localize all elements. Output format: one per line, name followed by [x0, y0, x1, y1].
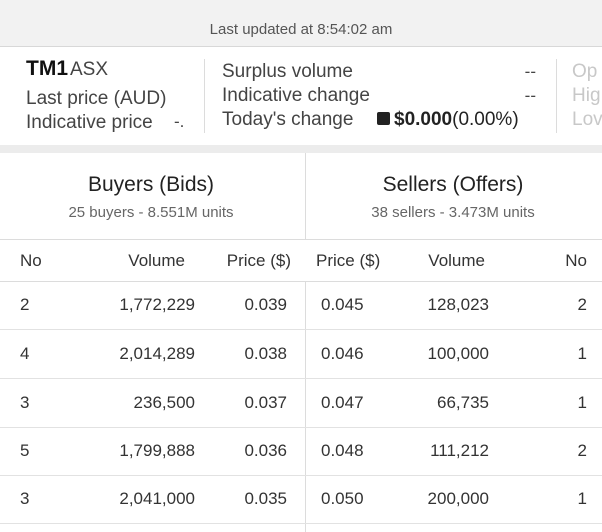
section-gap: [0, 145, 602, 153]
row-buy-no: 3: [20, 489, 30, 508]
table-row[interactable]: 3 236,500 0.037 0.047 66,735 1: [0, 379, 602, 428]
row-sell-volume: 200,000: [427, 489, 489, 508]
surplus-volume-label: Surplus volume: [222, 61, 353, 82]
row-sell-price: 0.046: [321, 344, 364, 363]
summary-divider-right: [556, 59, 557, 133]
row-sell-no: 1: [577, 489, 587, 508]
row-buy-volume: 2,041,000: [119, 489, 195, 508]
row-sell-volume: 111,212: [430, 441, 489, 460]
header-sell-price[interactable]: Price ($): [316, 251, 381, 270]
row-buy-volume: 1,799,888: [119, 441, 195, 460]
row-buy-price: 0.035: [244, 489, 287, 508]
todays-change-label: Today's change: [222, 109, 354, 130]
header-buy-volume[interactable]: Volume: [128, 251, 185, 270]
buyers-subtitle: 25 buyers - 8.551M units: [68, 204, 234, 221]
table-row[interactable]: 3 2,041,000 0.035 0.050 200,000 1: [0, 475, 602, 524]
header-sell-no[interactable]: No: [565, 251, 587, 270]
neutral-change-icon: [377, 112, 390, 125]
table-row[interactable]: 4 2,014,289 0.038 0.046 100,000 1: [0, 330, 602, 379]
last-updated-text: Last updated at 8:54:02 am: [209, 21, 393, 38]
header-buy-no[interactable]: No: [20, 251, 42, 270]
header-sell-volume[interactable]: Volume: [428, 251, 485, 270]
row-buy-price: 0.039: [244, 295, 287, 314]
row-sell-volume: 128,023: [427, 295, 489, 314]
table-row[interactable]: 2 1,772,229 0.039 0.045 128,023 2: [0, 281, 602, 330]
row-buy-price: 0.037: [244, 393, 287, 412]
sellers-subtitle: 38 sellers - 3.473M units: [371, 204, 535, 221]
row-buy-no: 2: [20, 295, 30, 314]
low-label: Lov: [572, 109, 602, 130]
indicative-change-label: Indicative change: [222, 85, 370, 106]
summary-divider: [204, 59, 205, 133]
symbol-code: TM1: [26, 57, 68, 80]
row-sell-volume: 100,000: [427, 344, 489, 363]
summary-panel: TM1 ASX Last price (AUD) Indicative price…: [0, 47, 602, 145]
top-bar: Last updated at 8:54:02 am: [0, 0, 602, 47]
row-buy-no: 3: [20, 393, 30, 412]
row-sell-volume: 66,735: [437, 393, 489, 412]
open-label: Op: [572, 61, 598, 82]
row-sell-price: 0.045: [321, 295, 364, 314]
row-sell-no: 1: [577, 344, 587, 363]
order-book: Buyers (Bids) 25 buyers - 8.551M units S…: [0, 153, 602, 532]
row-sell-no: 2: [577, 441, 587, 460]
high-label: Hig: [572, 85, 601, 106]
indicative-price-value: -.: [174, 112, 185, 131]
sellers-title: Sellers (Offers): [382, 173, 524, 196]
row-buy-price: 0.036: [244, 441, 287, 460]
indicative-change-value: --: [524, 86, 536, 105]
last-price-label: Last price (AUD): [26, 88, 167, 109]
todays-change-amount: $0.000: [394, 109, 453, 130]
row-buy-price: 0.038: [244, 344, 287, 363]
table-row[interactable]: 5 1,799,888 0.036 0.048 111,212 2: [0, 427, 602, 476]
row-buy-volume: 236,500: [133, 393, 195, 412]
surplus-volume-value: --: [524, 62, 536, 81]
row-buy-no: 5: [20, 441, 30, 460]
row-sell-price: 0.050: [321, 489, 364, 508]
row-buy-no: 4: [20, 344, 30, 363]
row-buy-volume: 2,014,289: [119, 344, 195, 363]
buyers-title: Buyers (Bids): [87, 173, 215, 196]
row-sell-no: 1: [577, 393, 587, 412]
row-sell-no: 2: [577, 295, 587, 314]
indicative-price-label: Indicative price: [26, 112, 153, 133]
row-sell-price: 0.047: [321, 393, 364, 412]
exchange-code: ASX: [70, 59, 109, 80]
book-column-separator: [305, 153, 306, 532]
header-buy-price[interactable]: Price ($): [226, 251, 291, 270]
todays-change-value: $0.000(0.00%): [377, 109, 519, 131]
row-sell-price: 0.048: [321, 441, 364, 460]
table-header: No Volume Price ($) Price ($) Volume No: [0, 239, 602, 282]
todays-change-percent: (0.00%): [452, 109, 519, 130]
row-buy-volume: 1,772,229: [119, 295, 195, 314]
security-symbol: TM1 ASX: [26, 57, 108, 81]
